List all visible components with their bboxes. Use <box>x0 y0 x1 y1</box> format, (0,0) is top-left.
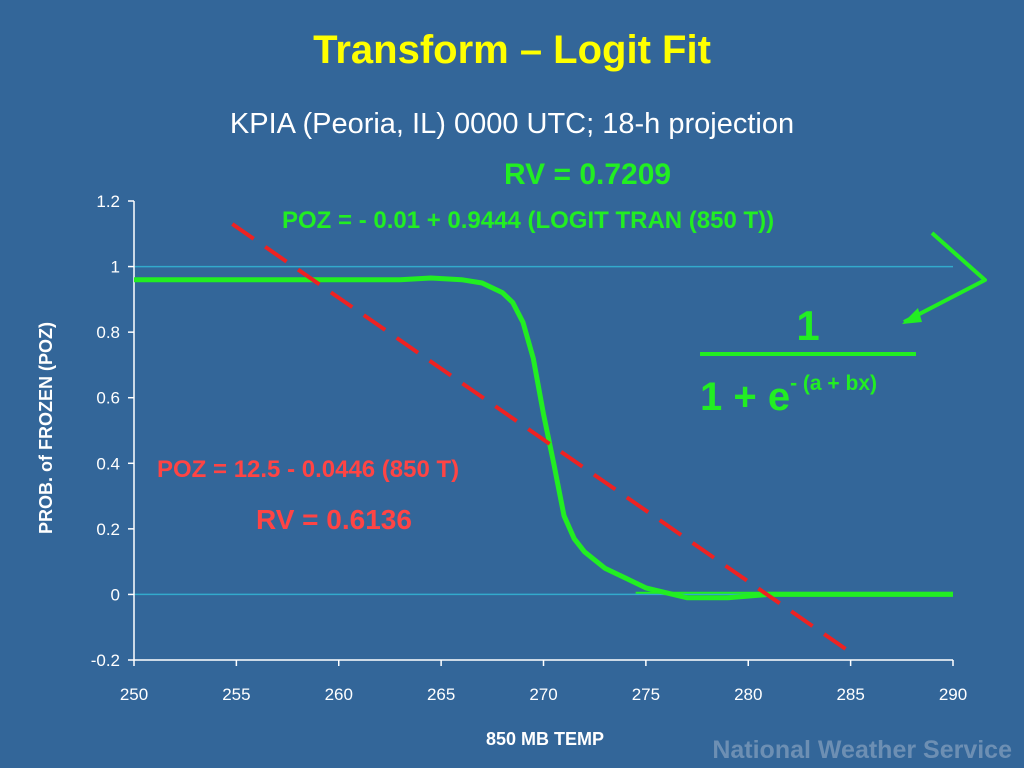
x-tick-label: 265 <box>427 685 455 704</box>
logit-rv-label: RV = 0.7209 <box>504 158 672 191</box>
y-tick-label: 1 <box>111 258 120 277</box>
linear-fit-line <box>231 222 858 659</box>
y-tick-label: 0.8 <box>96 323 120 342</box>
x-tick-label: 250 <box>120 685 148 704</box>
y-tick-label: -0.2 <box>91 651 120 670</box>
logit-equation-label: POZ = - 0.01 + 0.9444 (LOGIT TRAN (850 T… <box>282 207 775 234</box>
formula-denominator: 1 + e- (a + bx) <box>700 372 877 420</box>
x-axis-label: 850 MB TEMP <box>486 729 604 749</box>
x-tick-label: 280 <box>734 685 762 704</box>
formula-base: 1 + e <box>700 375 791 419</box>
y-tick-label: 1.2 <box>96 192 120 211</box>
x-tick-label: 290 <box>939 685 967 704</box>
page-subtitle: KPIA (Peoria, IL) 0000 UTC; 18-h project… <box>229 108 795 140</box>
page-title: Transform – Logit Fit <box>313 28 711 72</box>
x-tick-label: 285 <box>836 685 864 704</box>
formula-exponent: - (a + bx) <box>790 372 878 395</box>
linear-equation-label: POZ = 12.5 - 0.0446 (850 T) <box>157 456 460 483</box>
x-tick-label: 255 <box>222 685 250 704</box>
x-tick-label: 260 <box>325 685 353 704</box>
arrow-icon <box>902 231 987 324</box>
x-tick-label: 270 <box>529 685 557 704</box>
formula-fraction-bar <box>700 352 916 356</box>
y-tick-label: 0.4 <box>96 454 120 473</box>
formula-numerator: 1 <box>796 302 820 349</box>
y-axis-label: PROB. of FROZEN (POZ) <box>36 322 56 534</box>
x-tick-label: 275 <box>632 685 660 704</box>
chart-series-layer <box>134 222 953 659</box>
logit-fit-line <box>134 275 953 601</box>
linear-rv-label: RV = 0.6136 <box>256 504 412 535</box>
y-tick-label: 0.2 <box>96 520 120 539</box>
y-tick-label: 0 <box>111 585 120 604</box>
y-tick-label: 0.6 <box>96 389 120 408</box>
footer-brand: National Weather Service <box>712 736 1012 764</box>
